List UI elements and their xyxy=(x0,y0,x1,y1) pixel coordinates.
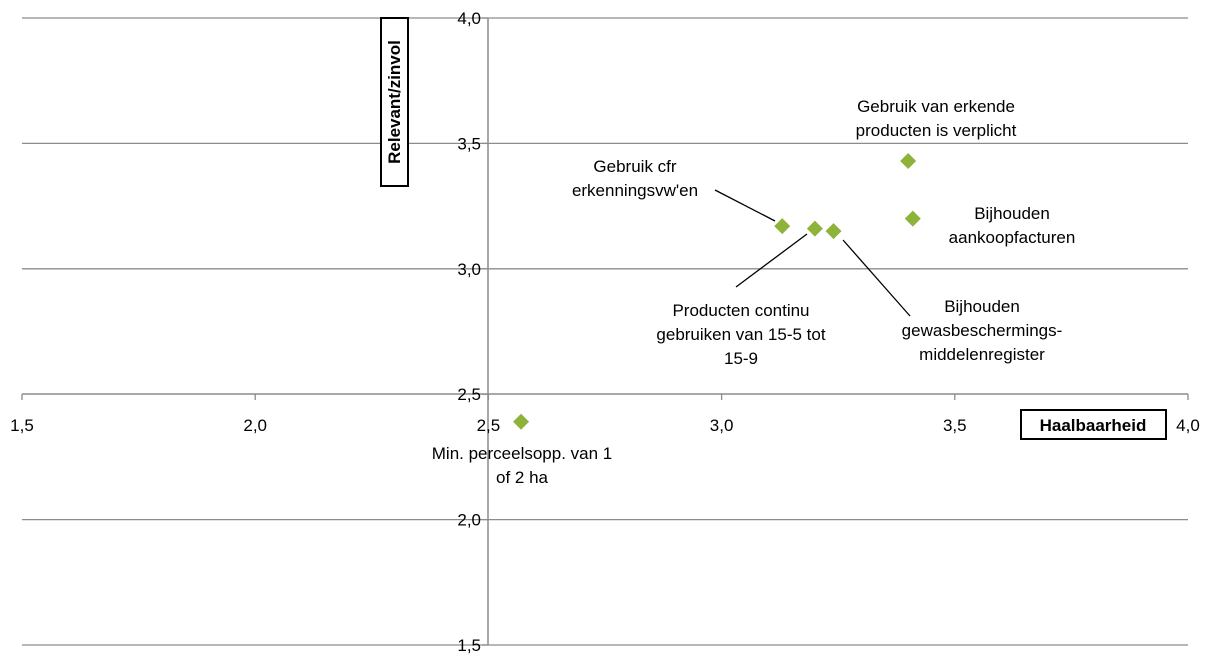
x-tick-label: 4,0 xyxy=(1176,416,1200,435)
x-tick-label: 2,0 xyxy=(243,416,267,435)
data-point-1 xyxy=(904,210,921,227)
axes xyxy=(21,17,1189,646)
leader-lines xyxy=(714,189,911,317)
point-label-3: 15-9 xyxy=(724,349,758,368)
y-axis-title: Relevant/zinvol xyxy=(385,40,404,164)
y-axis-title-box xyxy=(380,17,409,187)
y-tick-label: 3,0 xyxy=(457,260,481,279)
data-point-2 xyxy=(774,218,791,235)
point-label-5: of 2 ha xyxy=(496,468,549,487)
x-axis-title-box xyxy=(1020,409,1167,440)
data-point-3 xyxy=(806,220,823,237)
point-label-2: erkenningsvw'en xyxy=(572,181,698,200)
x-axis-title: Haalbaarheid xyxy=(1040,416,1147,435)
point-label-3: gebruiken van 15-5 tot xyxy=(656,325,825,344)
point-label-1: Bijhouden xyxy=(974,204,1050,223)
data-point-0 xyxy=(900,152,917,169)
y-tick-label: 1,5 xyxy=(457,636,481,655)
x-tick-label: 3,0 xyxy=(710,416,734,435)
point-label-4: Bijhouden xyxy=(944,297,1020,316)
y-tick-label: 3,5 xyxy=(457,134,481,153)
axis-titles: Relevant/zinvol Haalbaarheid xyxy=(380,17,1167,440)
point-label-1: aankoopfacturen xyxy=(949,228,1076,247)
leader-line-2 xyxy=(714,189,776,222)
data-point-4 xyxy=(825,223,842,240)
leader-line-4 xyxy=(842,239,911,317)
x-tick-label: 1,5 xyxy=(10,416,34,435)
point-label-4: gewasbeschermings- xyxy=(902,321,1063,340)
x-tick-label: 3,5 xyxy=(943,416,967,435)
point-label-0: Gebruik van erkende xyxy=(857,97,1015,116)
point-label-3: Producten continu xyxy=(672,301,809,320)
y-tick-label: 4,0 xyxy=(457,9,481,28)
leader-line-3 xyxy=(735,233,808,288)
y-tick-label: 2,5 xyxy=(457,385,481,404)
point-label-4: middelenregister xyxy=(919,345,1045,364)
point-labels: Gebruik van erkende producten is verplich… xyxy=(432,97,1076,487)
y-tick-label: 2,0 xyxy=(457,511,481,530)
tick-labels: 1,5 2,0 2,5 3,0 3,5 4,0 1,5 2,0 2,5 3,0 3,5 4,0 xyxy=(10,9,1200,655)
gridlines xyxy=(22,17,1188,646)
data-point-5 xyxy=(513,413,530,430)
data-points xyxy=(513,152,921,430)
point-label-2: Gebruik cfr xyxy=(593,157,676,176)
point-label-0: producten is verplicht xyxy=(856,121,1017,140)
point-label-5: Min. perceelsopp. van 1 xyxy=(432,444,613,463)
x-tick-label: 2,5 xyxy=(477,416,501,435)
